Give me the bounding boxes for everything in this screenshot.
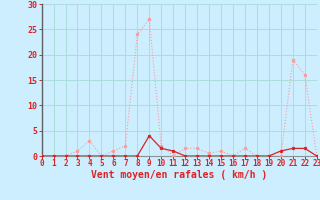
X-axis label: Vent moyen/en rafales ( km/h ): Vent moyen/en rafales ( km/h ) bbox=[91, 170, 267, 180]
